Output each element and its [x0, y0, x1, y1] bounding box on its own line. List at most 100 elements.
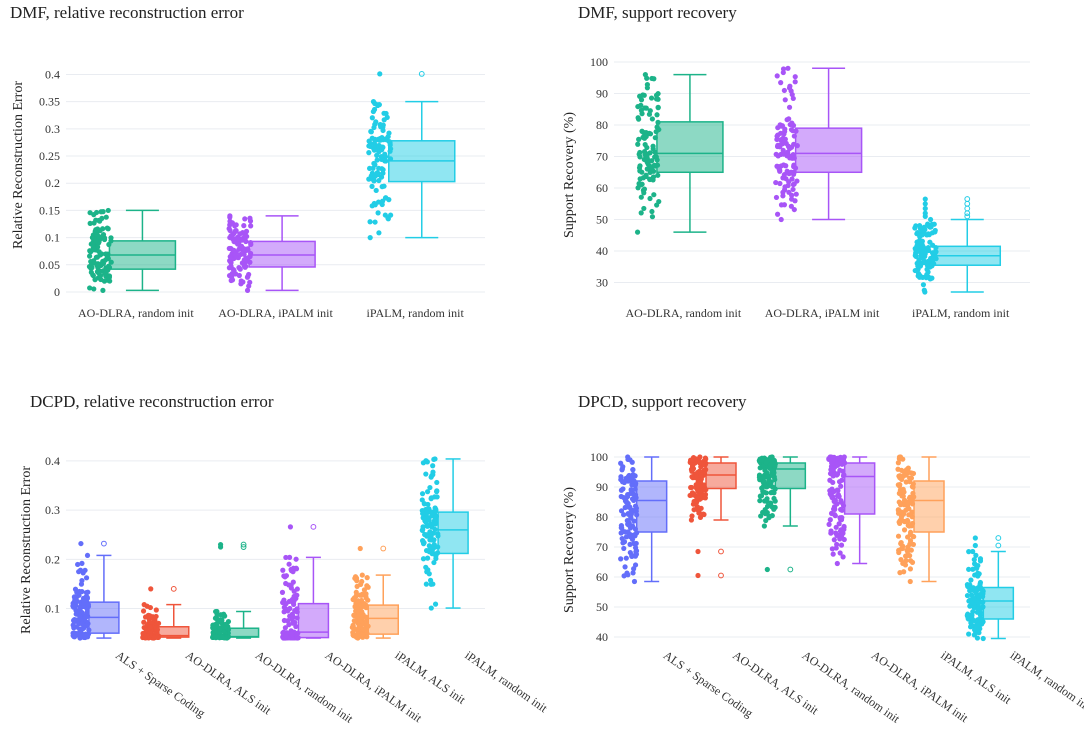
y-tick-label: 0.35	[39, 95, 60, 109]
box-group	[70, 540, 120, 641]
data-point	[964, 582, 971, 588]
data-point	[635, 115, 641, 121]
data-point	[77, 605, 83, 611]
data-point	[370, 145, 377, 151]
data-point	[637, 149, 643, 156]
data-point	[373, 187, 379, 194]
data-point	[628, 514, 634, 520]
data-point	[969, 622, 975, 628]
data-point	[71, 634, 78, 640]
data-point	[100, 209, 106, 215]
data-point	[97, 218, 103, 224]
data-point	[649, 214, 656, 220]
data-point	[971, 596, 977, 602]
data-point	[366, 150, 372, 156]
data-point	[293, 623, 299, 630]
data-point	[702, 493, 708, 499]
data-point	[926, 247, 932, 254]
data-point	[975, 599, 982, 606]
data-point	[836, 521, 842, 527]
iqr-box	[227, 627, 260, 638]
data-point	[780, 193, 786, 199]
data-point	[627, 534, 634, 540]
data-point	[428, 581, 434, 587]
data-point	[383, 195, 389, 201]
data-point	[286, 554, 293, 560]
data-point	[147, 613, 153, 619]
data-point	[638, 102, 644, 108]
data-point	[71, 618, 77, 625]
data-point	[974, 620, 980, 626]
outlier-point	[922, 201, 928, 207]
data-point	[420, 524, 426, 530]
x-tick-label: iPALM, random init	[912, 306, 1010, 320]
data-point	[641, 205, 647, 212]
data-point	[620, 486, 626, 492]
data-point	[827, 491, 833, 497]
data-point	[638, 210, 644, 216]
outlier-marker	[718, 548, 724, 555]
data-point	[104, 225, 110, 231]
data-point	[764, 470, 770, 476]
data-point	[911, 534, 917, 540]
panel-title: DCPD, relative reconstruction error	[30, 392, 274, 411]
data-point	[759, 485, 765, 491]
data-point	[775, 153, 781, 159]
data-point	[358, 632, 364, 639]
outlier-point	[922, 196, 928, 202]
data-point	[79, 577, 85, 584]
data-point	[840, 554, 846, 560]
outlier-marker	[964, 196, 971, 202]
data-point	[912, 267, 918, 274]
data-point	[104, 267, 110, 273]
data-point	[371, 140, 377, 147]
data-point	[761, 478, 767, 484]
data-point	[900, 493, 906, 499]
data-point	[776, 166, 782, 172]
data-point	[917, 233, 923, 239]
x-tick-label: AO-DLRA, iPALM init	[218, 306, 333, 320]
data-point	[238, 243, 245, 249]
data-point	[978, 586, 984, 592]
data-point	[372, 162, 378, 168]
iqr-box	[774, 462, 807, 490]
data-point	[758, 493, 765, 499]
data-point	[700, 511, 706, 517]
data-point	[424, 459, 430, 465]
data-point	[247, 279, 253, 285]
data-point	[227, 214, 233, 220]
outlier-marker	[964, 213, 971, 220]
data-point	[912, 245, 918, 252]
y-tick-label: 60	[596, 570, 608, 584]
data-point	[783, 163, 789, 169]
data-point	[903, 468, 909, 474]
data-point	[895, 533, 902, 539]
data-point	[838, 483, 844, 489]
data-point	[372, 173, 378, 179]
data-point	[690, 462, 696, 468]
outlier-point	[287, 524, 294, 530]
iqr-box	[913, 480, 945, 533]
panel-title: DPCD, support recovery	[578, 392, 747, 411]
data-point	[966, 631, 972, 637]
data-point	[964, 592, 971, 599]
data-point	[695, 507, 702, 514]
data-point	[93, 238, 99, 244]
data-point	[792, 74, 798, 80]
data-point	[279, 589, 286, 595]
data-point	[635, 185, 641, 191]
data-point	[644, 152, 650, 158]
data-point	[689, 457, 696, 463]
data-point	[920, 243, 926, 249]
x-tick-label: AO-DLRA, random init	[78, 306, 194, 320]
data-point	[424, 489, 431, 495]
data-point	[87, 210, 93, 216]
data-point	[618, 556, 624, 562]
data-point	[627, 541, 633, 547]
point-strip	[70, 540, 107, 641]
data-point	[974, 635, 981, 641]
data-point	[232, 228, 239, 234]
data-point	[925, 274, 932, 280]
data-point	[291, 588, 297, 594]
data-point	[210, 625, 216, 631]
